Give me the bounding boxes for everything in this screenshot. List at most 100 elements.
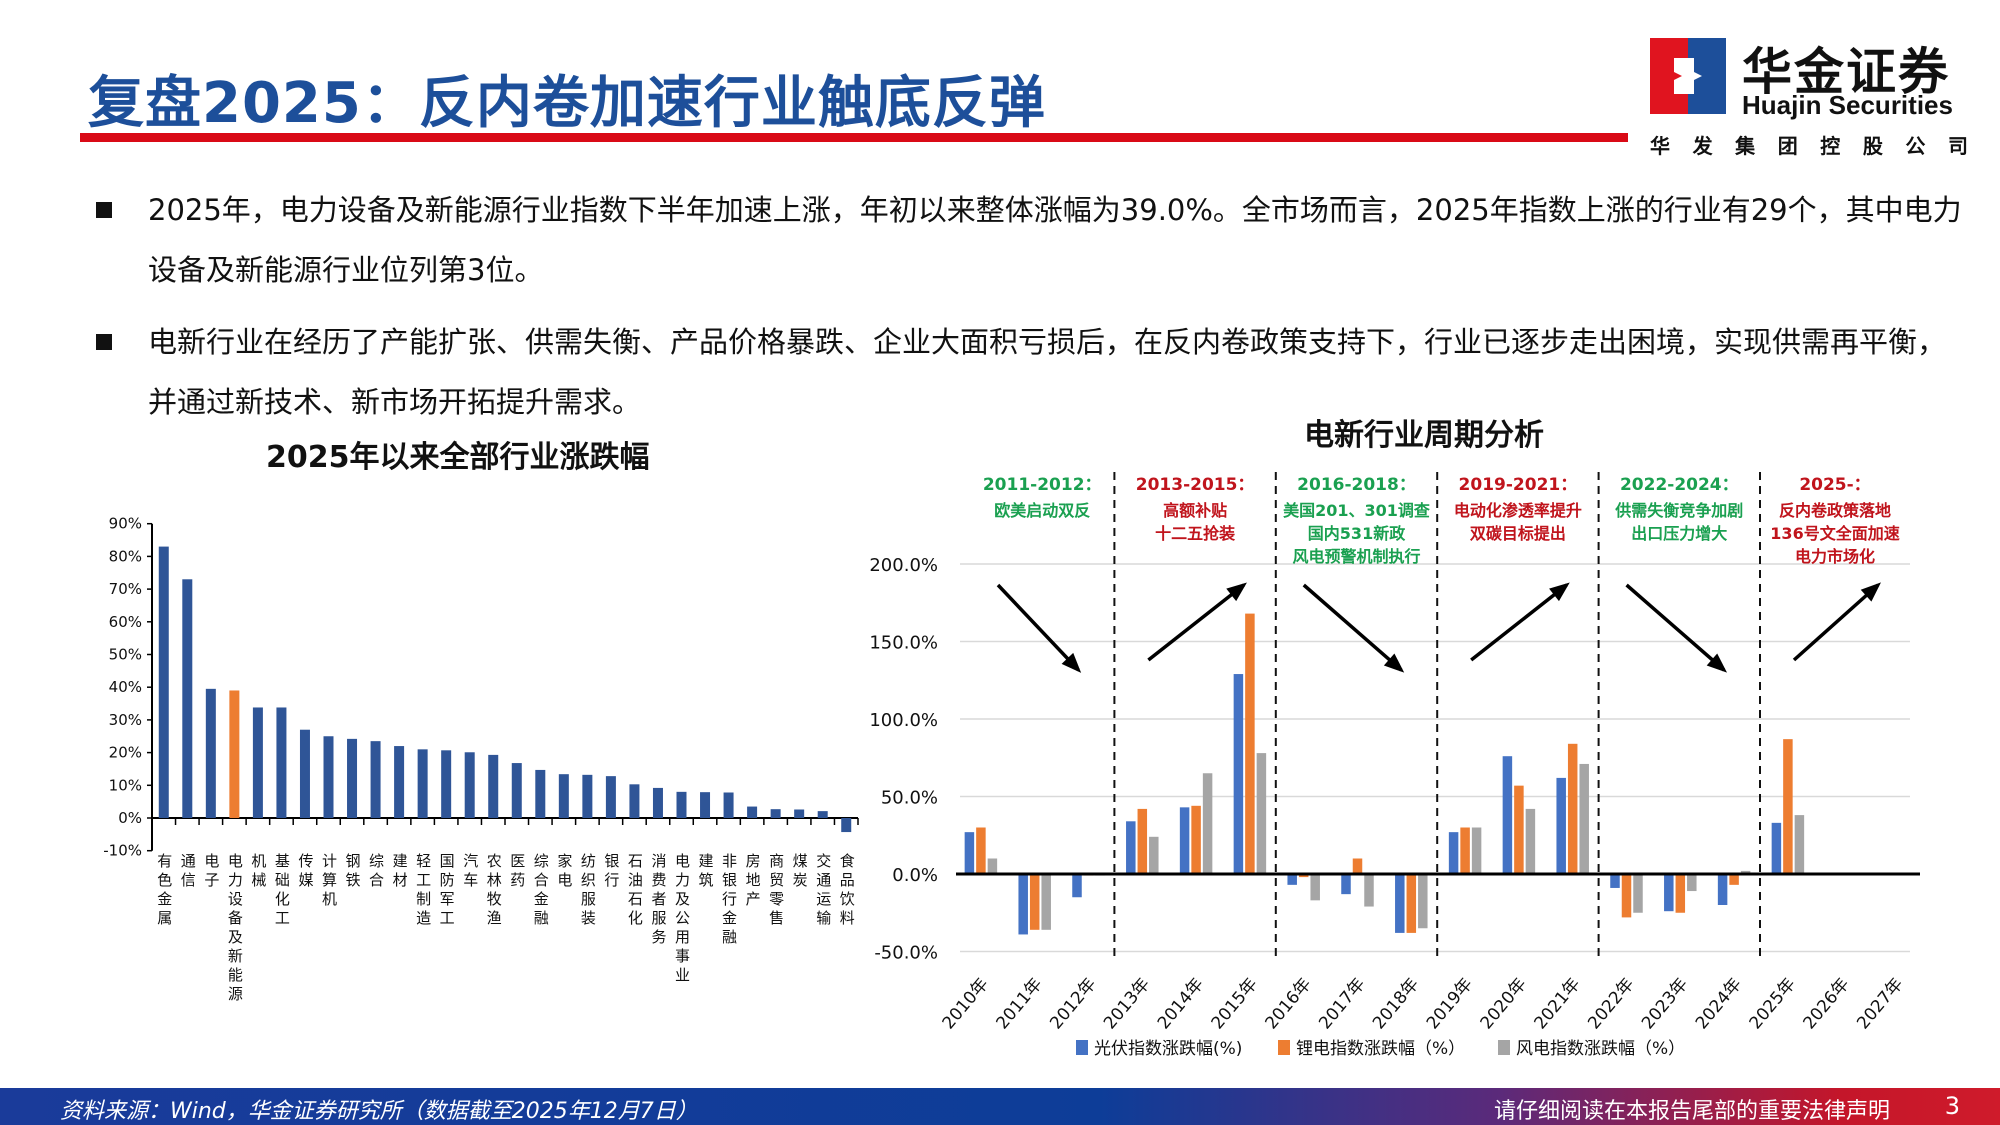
bar (582, 774, 593, 818)
page-title: 复盘2025：反内卷加速行业触底反弹 (88, 71, 1046, 136)
title-accent-bar (80, 133, 1628, 142)
right-chart-title: 电新行业周期分析 (1304, 418, 1544, 453)
x-category-label: 械 (251, 871, 266, 889)
bar (323, 736, 334, 818)
logo-subtitle-char: 发 (1692, 134, 1713, 158)
x-year-label: 2023年 (1638, 974, 1692, 1033)
phase-period-label: 2025-： (1799, 475, 1870, 495)
x-category-label: 综 (369, 852, 384, 870)
logo-subtitle-char: 华 (1650, 134, 1670, 158)
x-category-label: 装 (581, 909, 596, 927)
x-category-label: 业 (675, 966, 690, 984)
legend-swatch-icon (1076, 1040, 1088, 1055)
industry-returns-chart: -10%0%10%20%30%40%50%60%70%80%90%有色金属通信电… (103, 515, 859, 1003)
phase-annotation: 反内卷政策落地 (1779, 501, 1891, 520)
phase-period-label: 2019-2021： (1459, 475, 1578, 495)
bar (794, 809, 805, 818)
x-category-label: 林 (487, 871, 502, 889)
bullet-text: 2025年，电力设备及新能源行业指数下半年加速上涨，年初以来整体涨幅为39.0%… (148, 193, 1962, 287)
x-category-label: 造 (416, 909, 431, 927)
x-category-label: 零 (769, 890, 784, 908)
bar (1191, 805, 1201, 874)
phase-annotation: 欧美启动双反 (994, 501, 1090, 520)
bar (158, 546, 169, 818)
x-category-label: 服 (581, 890, 596, 908)
x-category-label: 金 (722, 909, 737, 927)
x-category-label: 事 (675, 947, 690, 965)
x-category-label: 汽 (463, 852, 478, 870)
x-category-label: 建 (393, 852, 408, 870)
logo-subtitle-char: 集 (1735, 134, 1756, 158)
company-logo: 华金证券 Huajin Securities 华 发 集 团 控 股 公 司 (1648, 36, 1968, 159)
bar (511, 763, 522, 818)
y-tick-label: -50.0% (874, 943, 938, 964)
x-category-label: 售 (769, 909, 784, 927)
trend-down-arrow-icon (1625, 583, 1728, 673)
bar (841, 818, 852, 833)
x-category-label: 产 (746, 890, 761, 908)
phase-annotation: 电力市场化 (1795, 547, 1875, 566)
x-category-label: 商 (769, 852, 784, 870)
x-category-label: 属 (157, 909, 172, 927)
chart-legend: 光伏指数涨跌幅(%) 锂电指数涨跌幅（%） 风电指数涨跌幅（%） (1076, 1039, 1685, 1059)
footer-bar: 资料来源：Wind，华金证券研究所（数据截至2025年12月7日） 请仔细阅读在… (0, 1088, 2000, 1125)
x-category-label: 及 (675, 890, 690, 908)
x-year-label: 2012年 (1046, 974, 1100, 1033)
logo-subtitle-char: 控 (1820, 134, 1841, 158)
bar (535, 769, 546, 818)
bar (1460, 827, 1470, 874)
footer-source: 资料来源：Wind，华金证券研究所（数据截至2025年12月7日） (60, 1099, 698, 1124)
x-year-label: 2015年 (1208, 974, 1262, 1033)
x-category-label: 基 (275, 852, 290, 870)
x-category-label: 电 (675, 852, 690, 870)
trend-down-arrow-icon (996, 583, 1082, 673)
bar (747, 806, 758, 818)
bar (723, 792, 734, 818)
bar (1245, 613, 1255, 874)
x-category-label: 能 (228, 966, 243, 984)
x-year-label: 2021年 (1530, 974, 1584, 1033)
x-category-label: 有 (157, 852, 172, 870)
bar (1687, 874, 1697, 892)
bar (276, 707, 287, 818)
x-category-label: 防 (440, 871, 455, 889)
x-category-label: 工 (275, 909, 290, 927)
x-category-label: 制 (416, 890, 431, 908)
x-category-label: 家 (557, 852, 572, 870)
bar (1072, 874, 1082, 898)
x-year-label: 2010年 (939, 974, 993, 1033)
y-tick-label: 0% (118, 809, 142, 827)
phase-annotation: 风电预警机制执行 (1292, 547, 1420, 566)
bar (1794, 815, 1805, 874)
x-category-label: 饮 (840, 890, 855, 908)
bar (1579, 763, 1589, 874)
x-category-label: 煤 (793, 852, 808, 870)
bar (1525, 808, 1536, 874)
bar (347, 738, 358, 818)
bar (1771, 822, 1782, 874)
bullet-square-icon (96, 202, 112, 218)
bar (1783, 739, 1793, 874)
x-category-label: 行 (722, 890, 737, 908)
bar (1137, 808, 1148, 874)
bar (182, 579, 193, 818)
legend-swatch-icon (1498, 1040, 1510, 1055)
x-category-label: 织 (581, 871, 596, 889)
x-category-label: 及 (228, 928, 243, 946)
x-category-label: 备 (228, 909, 243, 927)
logo-name-cn: 华金证券 (1742, 43, 1950, 101)
x-category-label: 源 (228, 985, 243, 1003)
x-category-label: 工 (440, 909, 455, 927)
x-category-label: 国 (440, 852, 455, 870)
bar (1621, 874, 1632, 918)
x-category-label: 力 (675, 871, 690, 889)
y-tick-label: 90% (109, 515, 142, 533)
logo-subtitle: 华 发 集 团 控 股 公 司 (1650, 130, 1968, 159)
bar (394, 746, 405, 818)
x-category-label: 料 (840, 909, 855, 927)
x-category-label: 铁 (346, 871, 361, 889)
x-year-label: 2025年 (1746, 974, 1800, 1033)
bar (1717, 874, 1728, 905)
bar (205, 688, 216, 818)
logo-subtitle-char: 司 (1947, 134, 1968, 158)
